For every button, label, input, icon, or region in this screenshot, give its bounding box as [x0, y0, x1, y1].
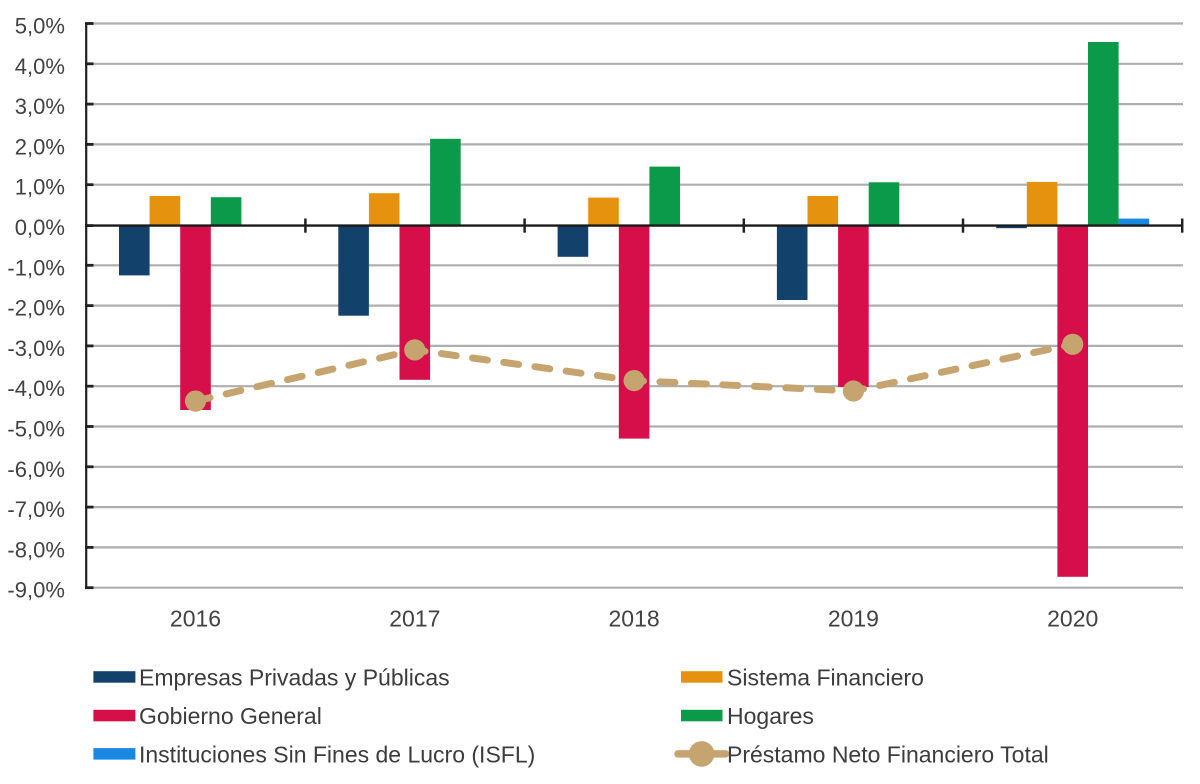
- svg-text:-2,0%: -2,0%: [7, 296, 64, 321]
- svg-text:2020: 2020: [1047, 606, 1098, 632]
- svg-text:Hogares: Hogares: [727, 703, 814, 729]
- svg-text:Préstamo Neto Financiero Total: Préstamo Neto Financiero Total: [727, 741, 1049, 767]
- svg-text:4,0%: 4,0%: [15, 54, 65, 79]
- svg-text:0,0%: 0,0%: [15, 215, 65, 240]
- svg-text:2017: 2017: [389, 606, 440, 632]
- svg-text:2,0%: 2,0%: [15, 134, 65, 159]
- svg-text:2018: 2018: [609, 606, 660, 632]
- svg-text:-3,0%: -3,0%: [7, 336, 64, 361]
- svg-text:Gobierno General: Gobierno General: [139, 703, 322, 729]
- svg-text:-6,0%: -6,0%: [7, 457, 64, 482]
- svg-text:Instituciones Sin Fines de Luc: Instituciones Sin Fines de Lucro (ISFL): [139, 742, 535, 768]
- svg-text:-1,0%: -1,0%: [7, 255, 64, 280]
- svg-text:-9,0%: -9,0%: [7, 578, 64, 603]
- svg-text:-8,0%: -8,0%: [7, 537, 64, 562]
- svg-text:-5,0%: -5,0%: [7, 417, 64, 442]
- svg-text:Empresas Privadas y Públicas: Empresas Privadas y Públicas: [139, 665, 450, 691]
- svg-text:3,0%: 3,0%: [15, 94, 65, 119]
- svg-text:2016: 2016: [170, 606, 221, 632]
- svg-text:Sistema Financiero: Sistema Financiero: [727, 665, 924, 691]
- svg-text:-7,0%: -7,0%: [7, 497, 64, 522]
- svg-text:1,0%: 1,0%: [15, 175, 65, 200]
- svg-text:2019: 2019: [828, 606, 879, 632]
- svg-text:5,0%: 5,0%: [15, 14, 65, 39]
- svg-text:-4,0%: -4,0%: [7, 376, 64, 401]
